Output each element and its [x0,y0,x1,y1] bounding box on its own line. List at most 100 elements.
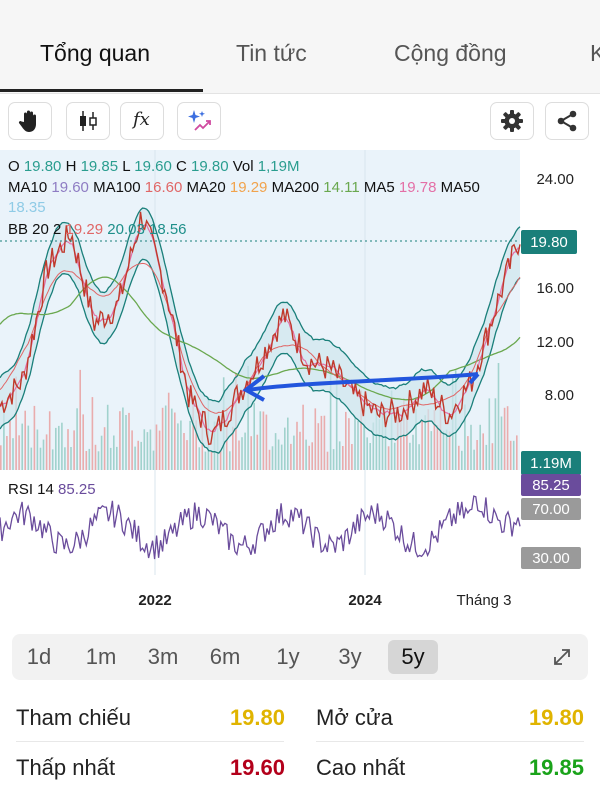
range-1d[interactable]: 1d [26,644,52,669]
volume-bar [393,442,396,470]
volume-bar [329,363,332,470]
volume-bar [125,415,127,470]
rsi-level-tag [521,547,581,569]
volume-bar [396,411,399,470]
volume-bar [33,405,36,470]
range-5y[interactable]: 5y [388,640,438,674]
candlestick-icon [80,111,97,131]
chart-settings-button[interactable] [490,102,534,140]
volume-bar [177,423,179,470]
reference-price-label: Tham chiếu [16,705,131,730]
hand-icon [18,110,36,132]
volume-bar [58,425,60,470]
volume-bar [76,408,78,470]
moving-averages-readout: MA10 19.60 MA100 16.60 MA20 19.29 MA200 … [8,179,480,196]
volume-bar [516,435,518,470]
high-price-value: 19.85 [528,755,584,780]
volume-bar [256,434,259,470]
expand-chart-button[interactable] [542,640,582,674]
volume-bar [308,445,310,470]
price-axis-tick: 24.00 [536,171,574,188]
volume-bar [45,434,48,470]
ai-analysis-button[interactable] [177,102,221,140]
volume-bar [70,447,72,470]
volume-bar [109,447,112,470]
volume-bar [375,404,378,470]
range-1m[interactable]: 1m [85,644,117,669]
volume-bar [143,429,146,470]
chart-type-button[interactable] [66,102,110,140]
volume-bar [3,403,5,470]
volume-bar [372,422,375,470]
volume-bar [427,409,430,470]
volume-bar [253,402,255,470]
volume-bar [485,444,488,470]
volume-bar [91,397,94,470]
volume-bar [482,433,484,470]
volume-bar [12,438,14,470]
price-axis-tick: 12.00 [536,334,574,351]
price-chart[interactable]: 24.00 16.00 12.00 8.00 19.80 1.19M 2022 2024 Thá… [0,150,600,620]
rsi-plot-background [0,480,520,575]
x-axis-tick: Tháng 3 [456,592,511,609]
volume-bar [183,433,185,470]
tab-more[interactable]: K [590,40,600,66]
stat-divider [316,741,584,742]
range-3y[interactable]: 3y [338,644,362,669]
volume-bar [497,363,500,470]
volume-bar [442,430,445,470]
reference-price-value: 19.80 [229,705,285,730]
volume-bar [259,411,262,470]
volume-bar [88,448,91,470]
volume-bar [67,429,69,470]
volume-bar [415,408,417,470]
volume-bar [326,451,329,470]
volume-bar [271,446,274,470]
volume-bar [24,410,26,470]
tab-news[interactable]: Tin tức [236,40,307,66]
volume-bar [0,445,2,470]
volume-bar [311,442,313,470]
hand-tool-button[interactable] [8,102,52,140]
indicators-button[interactable]: fx [120,102,164,140]
volume-bar [363,426,365,470]
gear-icon [501,110,523,132]
volume-bar [335,378,338,470]
volume-bar [323,415,326,470]
volume-bar [512,440,515,470]
volume-bar [36,429,39,470]
volume-bar [131,430,133,470]
bollinger-lower [0,258,521,454]
volume-bar [409,442,411,470]
volume-bar [164,405,167,470]
range-1y[interactable]: 1y [276,644,300,669]
range-3m[interactable]: 3m [147,644,179,669]
x-axis-tick: 2024 [348,592,382,609]
share-button[interactable] [545,102,589,140]
volume-bar [476,440,478,470]
rsi-readout: RSI 14 85.25 [8,481,96,498]
volume-bar [247,365,249,470]
volume-bar [430,431,433,470]
volume-bar [134,446,136,470]
rsi-level-label: 30.00 [532,550,570,567]
volume-bar [290,443,292,470]
range-6m[interactable]: 6m [209,644,241,669]
volume-bar [342,446,344,470]
volume-bar [21,423,23,470]
tab-overview[interactable]: Tổng quan [40,40,150,66]
tab-community[interactable]: Cộng đồng [394,40,507,66]
volume-bar [116,446,118,470]
volume-bar [30,447,33,470]
volume-bar [296,421,298,470]
chart-toolbar: fx [0,96,600,148]
volume-bar [366,437,368,470]
volume-bar [192,404,194,470]
volume-bar [357,421,359,470]
volume-bar [167,392,170,470]
rsi-level-label: 70.00 [532,501,570,518]
volume-bar [436,425,439,470]
share-icon [557,110,577,132]
stat-divider [16,741,284,742]
volume-bar [103,427,106,470]
